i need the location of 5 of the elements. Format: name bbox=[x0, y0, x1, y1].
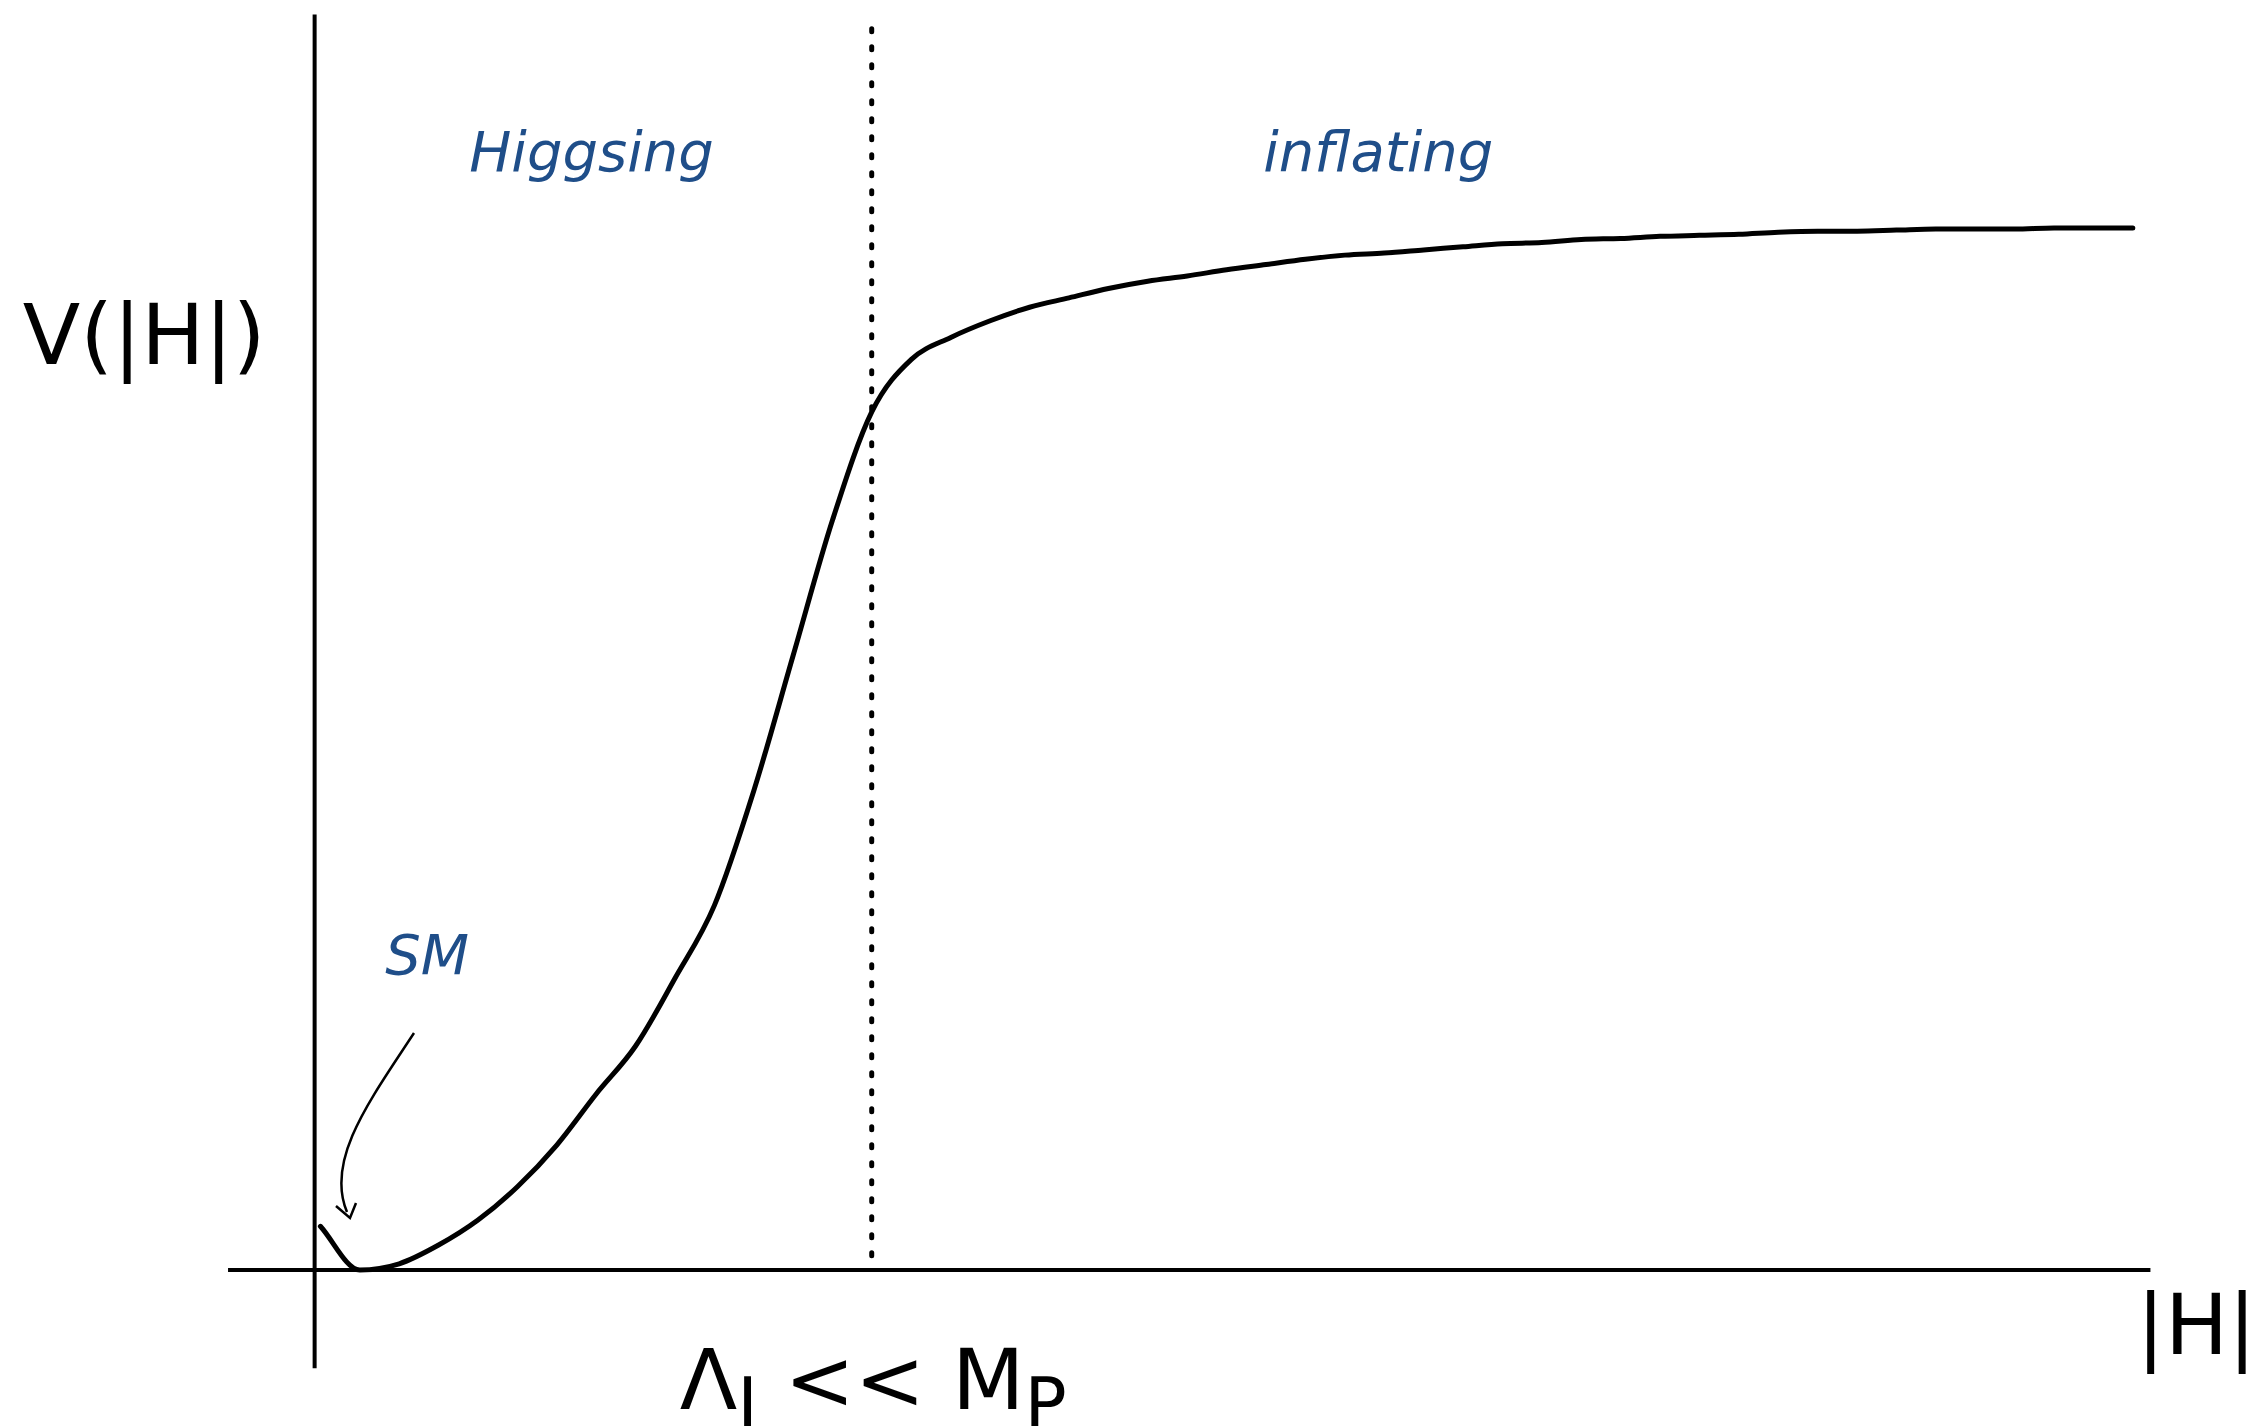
text: inflating bbox=[1263, 118, 1494, 184]
x-axis-title: |H| bbox=[2136, 1275, 2257, 1374]
annotation: SM bbox=[385, 922, 470, 988]
text: Higgsing bbox=[469, 118, 714, 184]
y-axis-title: V(|H|) bbox=[22, 285, 266, 384]
